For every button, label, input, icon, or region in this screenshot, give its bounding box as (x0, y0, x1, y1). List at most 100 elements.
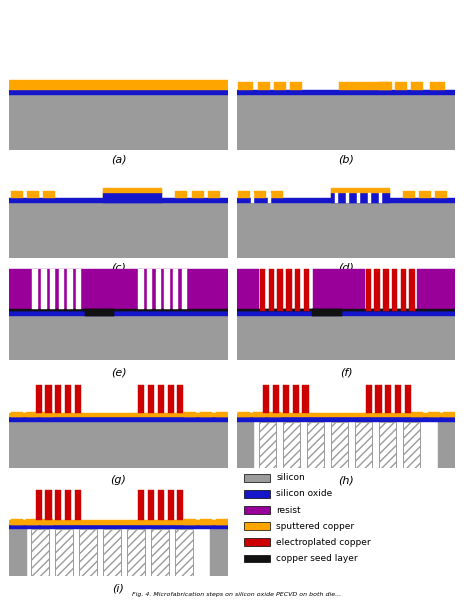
Bar (46, 490, 52, 520)
Bar (274, 82, 286, 90)
Bar (385, 385, 392, 413)
Bar (147, 269, 152, 309)
Bar (263, 385, 269, 413)
Bar (244, 490, 270, 498)
Bar (9, 203, 228, 258)
Bar (313, 269, 365, 309)
Bar (27, 191, 39, 198)
Bar (237, 95, 455, 150)
Bar (286, 269, 292, 311)
Bar (244, 506, 270, 514)
Bar (237, 311, 455, 316)
Bar (9, 309, 228, 311)
Bar (151, 529, 169, 576)
Bar (138, 490, 144, 520)
Bar (375, 385, 382, 413)
Bar (9, 90, 228, 95)
Bar (365, 385, 372, 413)
Bar (237, 309, 455, 311)
Bar (251, 193, 255, 203)
Text: (h): (h) (338, 475, 354, 485)
Bar (237, 90, 455, 95)
Bar (55, 385, 61, 413)
Bar (175, 191, 187, 198)
Bar (331, 422, 348, 468)
Bar (244, 523, 270, 530)
Bar (168, 385, 173, 413)
Bar (158, 490, 164, 520)
Bar (36, 490, 42, 520)
Bar (9, 413, 228, 417)
Bar (9, 316, 228, 360)
Bar (365, 269, 371, 311)
Bar (75, 490, 81, 520)
Bar (403, 422, 420, 468)
Bar (79, 529, 97, 576)
Bar (346, 193, 349, 203)
Bar (75, 385, 81, 413)
Bar (430, 82, 445, 90)
Bar (26, 412, 38, 417)
Bar (237, 422, 255, 468)
Bar (244, 474, 270, 482)
Bar (67, 269, 73, 309)
Bar (339, 82, 392, 90)
Bar (302, 385, 309, 413)
Bar (335, 193, 338, 203)
Bar (41, 269, 46, 309)
Bar (65, 385, 71, 413)
Bar (357, 193, 360, 203)
Bar (409, 269, 415, 311)
Bar (237, 417, 455, 422)
Text: copper seed layer: copper seed layer (276, 554, 358, 563)
Text: Fig. 4. Microfabrication steps on silicon oxide PECVD on both die...: Fig. 4. Microfabrication steps on silico… (132, 592, 342, 597)
Bar (291, 82, 302, 90)
Bar (331, 191, 390, 198)
Bar (177, 490, 183, 520)
Bar (395, 385, 401, 413)
Bar (292, 385, 299, 413)
Bar (312, 309, 342, 316)
Bar (238, 82, 253, 90)
Bar (216, 412, 228, 417)
Bar (271, 191, 283, 198)
Bar (26, 519, 38, 524)
Bar (438, 422, 455, 468)
Bar (148, 490, 154, 520)
Bar (238, 412, 250, 417)
Bar (9, 520, 228, 524)
Bar (50, 269, 55, 309)
Bar (9, 311, 228, 316)
Text: (f): (f) (340, 367, 352, 377)
Bar (428, 412, 440, 417)
Text: (d): (d) (338, 263, 354, 272)
Bar (9, 269, 228, 309)
Text: (i): (i) (112, 584, 125, 593)
Bar (65, 490, 71, 520)
Bar (85, 309, 114, 316)
Bar (184, 519, 196, 524)
Text: (a): (a) (111, 155, 126, 164)
Bar (168, 490, 173, 520)
Bar (103, 529, 121, 576)
Bar (103, 191, 162, 198)
Bar (443, 412, 455, 417)
Bar (9, 524, 228, 529)
Bar (392, 269, 397, 311)
Text: (b): (b) (338, 155, 354, 164)
Bar (411, 412, 423, 417)
Bar (208, 191, 220, 198)
Bar (138, 269, 144, 309)
Bar (216, 519, 228, 524)
Bar (32, 269, 38, 309)
Bar (283, 422, 300, 468)
Bar (9, 529, 27, 576)
Bar (260, 269, 265, 311)
Bar (9, 309, 228, 311)
Bar (138, 385, 144, 413)
Bar (85, 309, 114, 316)
Bar (76, 269, 82, 309)
Bar (9, 95, 228, 150)
Bar (269, 412, 281, 417)
Bar (237, 316, 455, 360)
